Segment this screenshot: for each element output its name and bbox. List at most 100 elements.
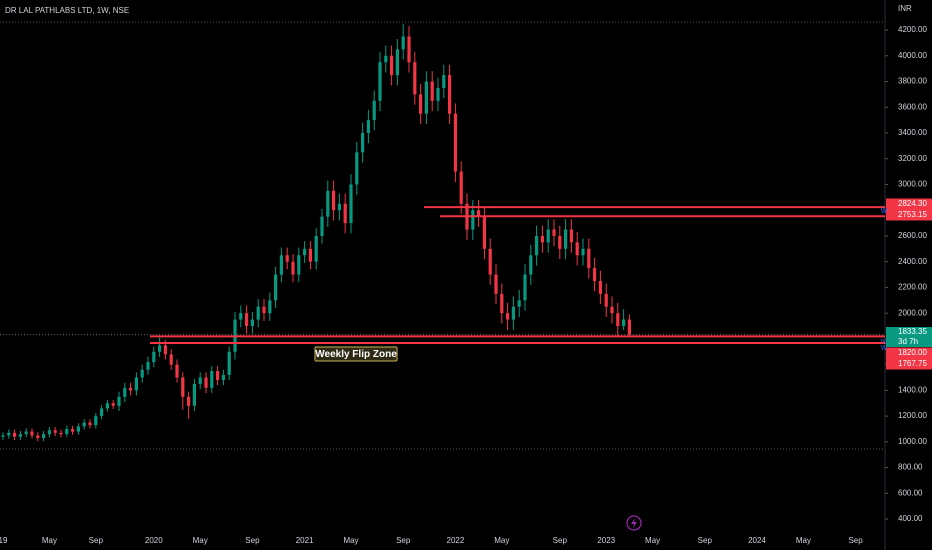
lightning-icon[interactable]	[626, 515, 642, 531]
level-label-box	[886, 358, 932, 370]
candle-body	[59, 432, 63, 435]
candle-body	[129, 387, 133, 391]
candle-body	[587, 248, 591, 269]
candle-body	[343, 203, 347, 224]
candle-body	[413, 62, 417, 95]
candle-body	[94, 416, 98, 426]
countdown: 3d 7h	[898, 337, 918, 346]
candle-body	[430, 81, 434, 101]
y-tick-label: 4000.00	[898, 51, 927, 60]
candle-body	[227, 351, 231, 375]
candle-body	[506, 313, 510, 320]
candle-body	[395, 49, 399, 76]
candle-body	[146, 362, 150, 370]
candle-body	[552, 229, 556, 236]
candle-body	[540, 235, 544, 243]
candle-body	[407, 36, 411, 63]
x-tick-label: 2021	[296, 536, 314, 545]
candle-body	[268, 300, 272, 314]
level-label: 1767.75	[898, 359, 927, 368]
annotation-box	[314, 346, 398, 362]
candle-body	[436, 87, 440, 101]
level-marker: W	[881, 208, 888, 215]
x-tick-label: 2022	[447, 536, 465, 545]
y-tick-label: 3600.00	[898, 102, 927, 111]
candle-body	[616, 313, 620, 327]
candle-body	[163, 345, 167, 355]
candle-body	[245, 313, 249, 327]
candle-body	[221, 374, 225, 381]
candle-body	[274, 274, 278, 301]
candle-body	[349, 184, 353, 224]
x-tick-label: May	[645, 536, 660, 545]
level-label: 2824.30	[898, 199, 927, 208]
candle-body	[65, 428, 69, 435]
icon-bolt	[631, 518, 637, 528]
level-marker: W	[881, 345, 888, 352]
candle-body	[622, 319, 626, 327]
y-tick-label: 2200.00	[898, 283, 927, 292]
candle-body	[419, 94, 423, 114]
candle-body	[442, 75, 446, 88]
y-tick-label: 2000.00	[898, 308, 927, 317]
candle-body	[216, 371, 220, 381]
candle-body	[564, 229, 568, 249]
candle-body	[361, 132, 365, 153]
candle-body	[88, 422, 92, 426]
candle-body	[256, 306, 260, 320]
y-tick-label: 3200.00	[898, 154, 927, 163]
candle-body	[82, 422, 86, 427]
level-label-box	[886, 209, 932, 221]
candle-body	[459, 171, 463, 204]
candle-body	[569, 229, 573, 243]
candle-body	[152, 351, 156, 363]
candle-body	[134, 377, 138, 391]
candle-body	[448, 75, 452, 114]
x-tick-label: 2023	[597, 536, 615, 545]
candle-body	[494, 274, 498, 294]
level-label-box	[886, 198, 932, 210]
candle-body	[517, 300, 521, 307]
x-tick-label: May	[193, 536, 208, 545]
x-tick-label: 2024	[748, 536, 766, 545]
candle-body	[47, 430, 51, 435]
y-tick-label: 1200.00	[898, 411, 927, 420]
candle-body	[42, 434, 46, 438]
x-tick-label: Sep	[396, 536, 411, 545]
y-tick-label: 4200.00	[898, 25, 927, 34]
candle-body	[546, 229, 550, 243]
candle-body	[610, 306, 614, 314]
candle-body	[105, 403, 109, 409]
x-tick-label: 2020	[145, 536, 163, 545]
icon-ring	[626, 515, 642, 531]
y-tick-label: 600.00	[898, 488, 923, 497]
x-tick-label: 19	[0, 536, 8, 545]
y-tick-label: 3000.00	[898, 180, 927, 189]
candle-body	[598, 280, 602, 294]
x-tick-label: Sep	[553, 536, 568, 545]
y-tick-label: 400.00	[898, 514, 923, 523]
candle-body	[390, 55, 394, 76]
candle-body	[175, 364, 179, 378]
candle-body	[158, 345, 162, 352]
candle-body	[111, 403, 115, 406]
candle-body	[308, 248, 312, 262]
candle-body	[140, 369, 144, 378]
candle-body	[303, 248, 307, 256]
candle-body	[24, 431, 28, 435]
candle-body	[477, 210, 481, 217]
x-tick-label: Sep	[89, 536, 104, 545]
candle-body	[210, 371, 214, 388]
candle-body	[76, 426, 80, 432]
x-tick-label: Sep	[848, 536, 863, 545]
candle-body	[187, 396, 191, 406]
candle-body	[18, 434, 22, 437]
candle-body	[511, 306, 515, 320]
current-price-label: 1833.35	[898, 327, 927, 336]
candle-body	[192, 383, 196, 406]
candle-body	[471, 210, 475, 230]
candle-body	[558, 235, 562, 249]
candle-body	[71, 428, 75, 432]
